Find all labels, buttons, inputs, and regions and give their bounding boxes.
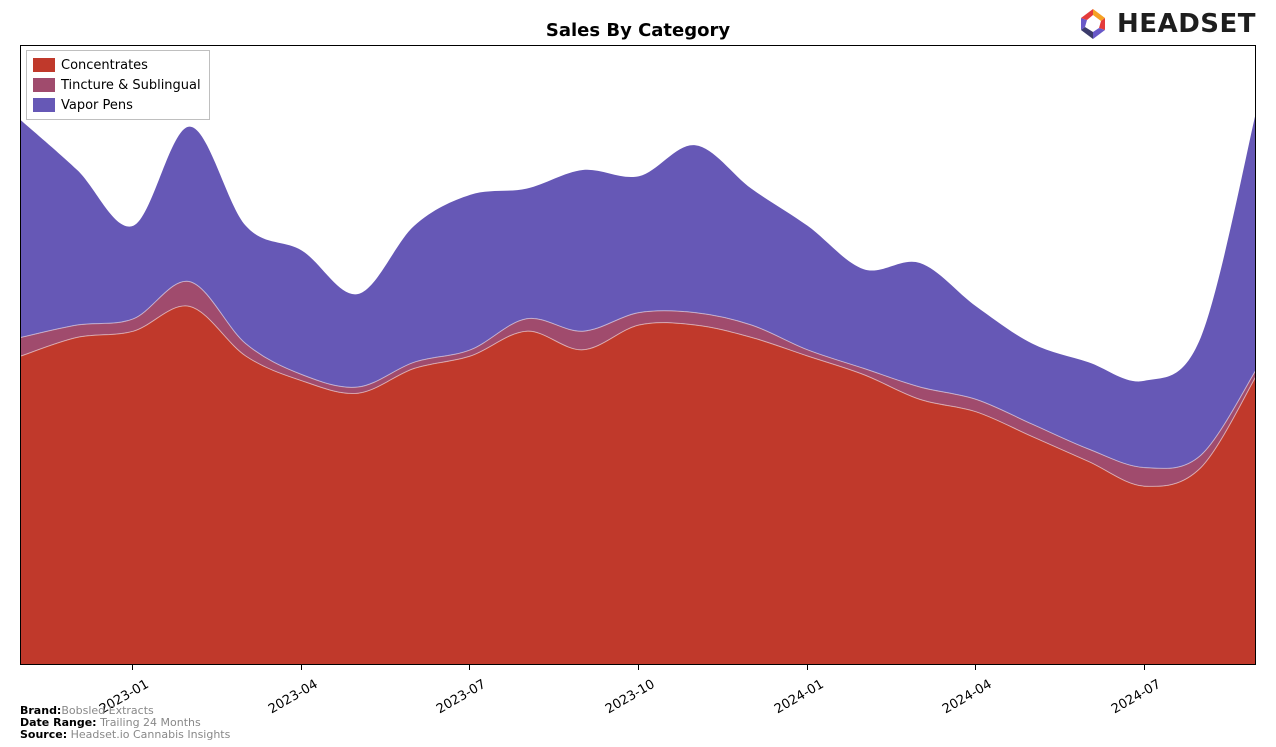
headset-logo: HEADSET (1075, 6, 1256, 42)
x-tick-mark (975, 665, 976, 670)
legend-item-vapor: Vapor Pens (33, 95, 201, 115)
x-tick-label: 2024-04 (926, 677, 994, 725)
footer-source: Source: Headset.io Cannabis Insights (20, 729, 230, 741)
x-tick-label: 2023-10 (589, 677, 657, 725)
x-tick-mark (807, 665, 808, 670)
x-tick-label: 2024-10 (1264, 677, 1276, 725)
area-chart-svg (21, 46, 1256, 665)
legend-label: Concentrates (61, 58, 148, 73)
legend-swatch (33, 58, 55, 72)
chart-container: Sales By Category HEADSET Concentrates T… (0, 0, 1276, 747)
x-tick-mark (469, 665, 470, 670)
x-tick-label: 2023-04 (252, 677, 320, 725)
x-tick-mark (132, 665, 133, 670)
legend-swatch (33, 78, 55, 92)
logo-icon (1075, 6, 1111, 42)
x-tick-mark (301, 665, 302, 670)
plot-area (20, 45, 1256, 665)
legend: Concentrates Tincture & Sublingual Vapor… (26, 50, 210, 120)
x-tick-label: 2023-07 (421, 677, 489, 725)
logo-text: HEADSET (1117, 9, 1256, 39)
legend-label: Tincture & Sublingual (61, 78, 201, 93)
legend-label: Vapor Pens (61, 98, 133, 113)
x-tick-label: 2024-07 (1095, 677, 1163, 725)
chart-footer: Brand:Bobsled Extracts Date Range: Trail… (20, 705, 230, 741)
legend-item-tincture: Tincture & Sublingual (33, 75, 201, 95)
legend-swatch (33, 98, 55, 112)
legend-item-concentrates: Concentrates (33, 55, 201, 75)
x-tick-label: 2024-01 (758, 677, 826, 725)
x-tick-mark (638, 665, 639, 670)
x-tick-mark (1144, 665, 1145, 670)
